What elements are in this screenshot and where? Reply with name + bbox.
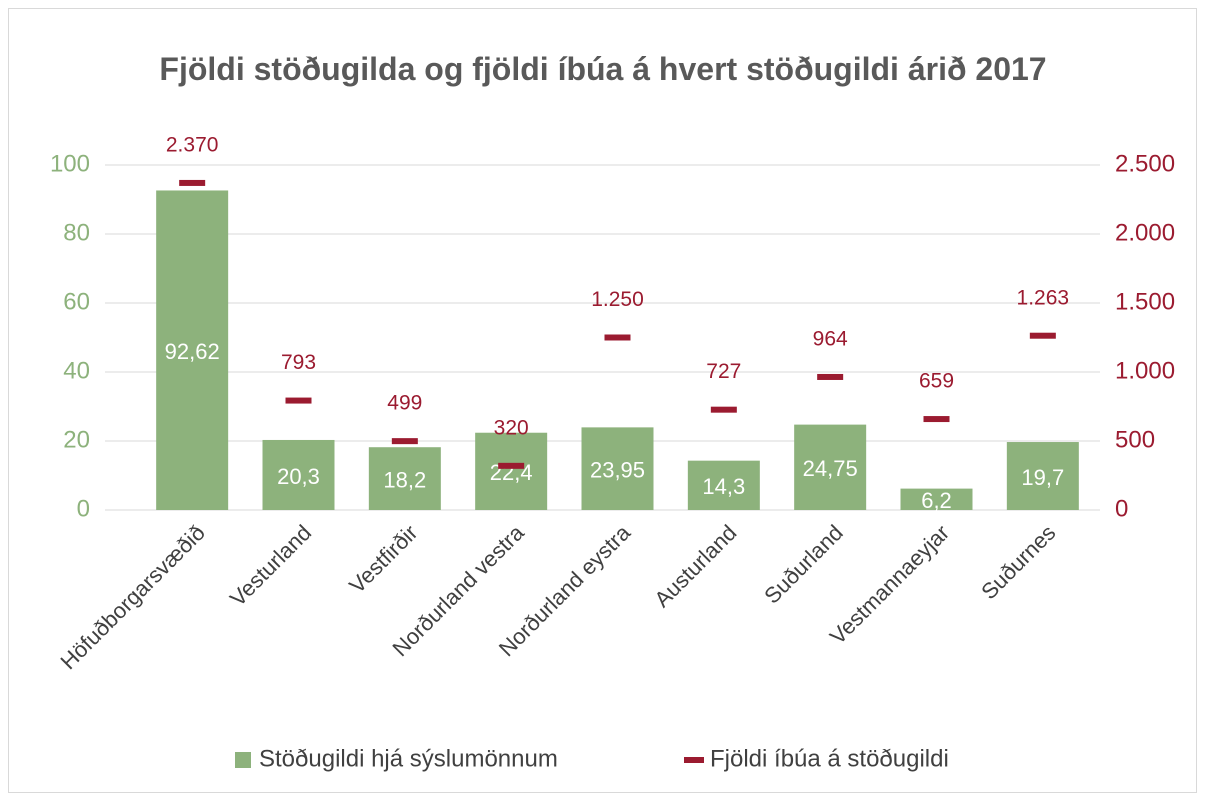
- marker-value-label: 2.370: [166, 133, 219, 156]
- dash-marker: [817, 373, 844, 380]
- y2-tick-label: 2.000: [1115, 219, 1175, 246]
- y-tick-label: 100: [50, 150, 90, 177]
- x-tick-label: Höfuðborgarsvæðið: [55, 520, 209, 674]
- y2-tick-label: 2.500: [1115, 150, 1175, 177]
- y-tick-label: 60: [63, 288, 90, 315]
- bar: [794, 424, 867, 510]
- y2-tick-label: 1.500: [1115, 288, 1175, 315]
- x-tick-label: Austurland: [649, 520, 741, 612]
- y-tick-label: 0: [77, 495, 90, 522]
- marker-value-label: 659: [919, 370, 954, 393]
- x-tick-label: Suðurnes: [976, 520, 1060, 604]
- legend-swatch: [684, 757, 704, 763]
- dash-marker: [498, 462, 525, 469]
- marker-value-label: 1.263: [1017, 286, 1070, 309]
- bar: [262, 439, 335, 510]
- bar-value-label: 24,75: [803, 456, 858, 481]
- legend-swatch: [235, 752, 251, 768]
- y-tick-label: 80: [63, 219, 90, 246]
- y2-tick-label: 0: [1115, 495, 1128, 522]
- dash-marker: [604, 334, 631, 341]
- bar-value-label: 20,3: [277, 464, 320, 489]
- bar-value-label: 92,62: [165, 339, 220, 364]
- bar: [581, 427, 654, 510]
- y2-tick-label: 500: [1115, 426, 1155, 453]
- chart-frame: [8, 8, 1197, 793]
- chart-title: Fjöldi stöðugilda og fjöldi íbúa á hvert…: [159, 51, 1047, 87]
- y-tick-label: 20: [63, 426, 90, 453]
- dash-marker: [391, 438, 418, 445]
- marker-value-label: 499: [387, 392, 422, 415]
- dash-marker: [179, 179, 206, 186]
- marker-value-label: 1.250: [591, 288, 644, 311]
- bar-value-label: 23,95: [590, 457, 645, 482]
- marker-value-label: 727: [706, 360, 741, 383]
- bar: [687, 460, 760, 510]
- bar: [900, 488, 973, 510]
- dash-marker: [1029, 332, 1056, 339]
- bar-value-label: 6,2: [921, 488, 952, 513]
- legend-label: Stöðugildi hjá sýslumönnum: [259, 745, 558, 772]
- bar: [475, 432, 548, 510]
- x-tick-label: Vesturland: [225, 520, 316, 611]
- dash-marker: [923, 416, 950, 423]
- y-tick-label: 40: [63, 357, 90, 384]
- x-tick-label: Vestfirðir: [344, 520, 422, 598]
- dash-marker: [710, 406, 737, 413]
- bar: [1006, 442, 1079, 510]
- dash-marker: [285, 397, 312, 404]
- bar: [368, 447, 441, 510]
- y2-tick-label: 1.000: [1115, 357, 1175, 384]
- marker-value-label: 964: [813, 328, 848, 351]
- bar-value-label: 14,3: [702, 474, 745, 499]
- bar-value-label: 19,7: [1021, 465, 1064, 490]
- marker-value-label: 320: [494, 416, 529, 439]
- bar-value-label: 18,2: [383, 467, 426, 492]
- x-tick-label: Suðurland: [759, 520, 848, 609]
- bar: [156, 190, 229, 510]
- marker-value-label: 793: [281, 351, 316, 374]
- legend-label: Fjöldi íbúa á stöðugildi: [710, 745, 949, 772]
